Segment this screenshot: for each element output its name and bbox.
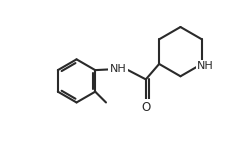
Text: NH: NH — [197, 61, 214, 71]
Text: NH: NH — [110, 64, 126, 74]
Text: O: O — [141, 101, 150, 114]
